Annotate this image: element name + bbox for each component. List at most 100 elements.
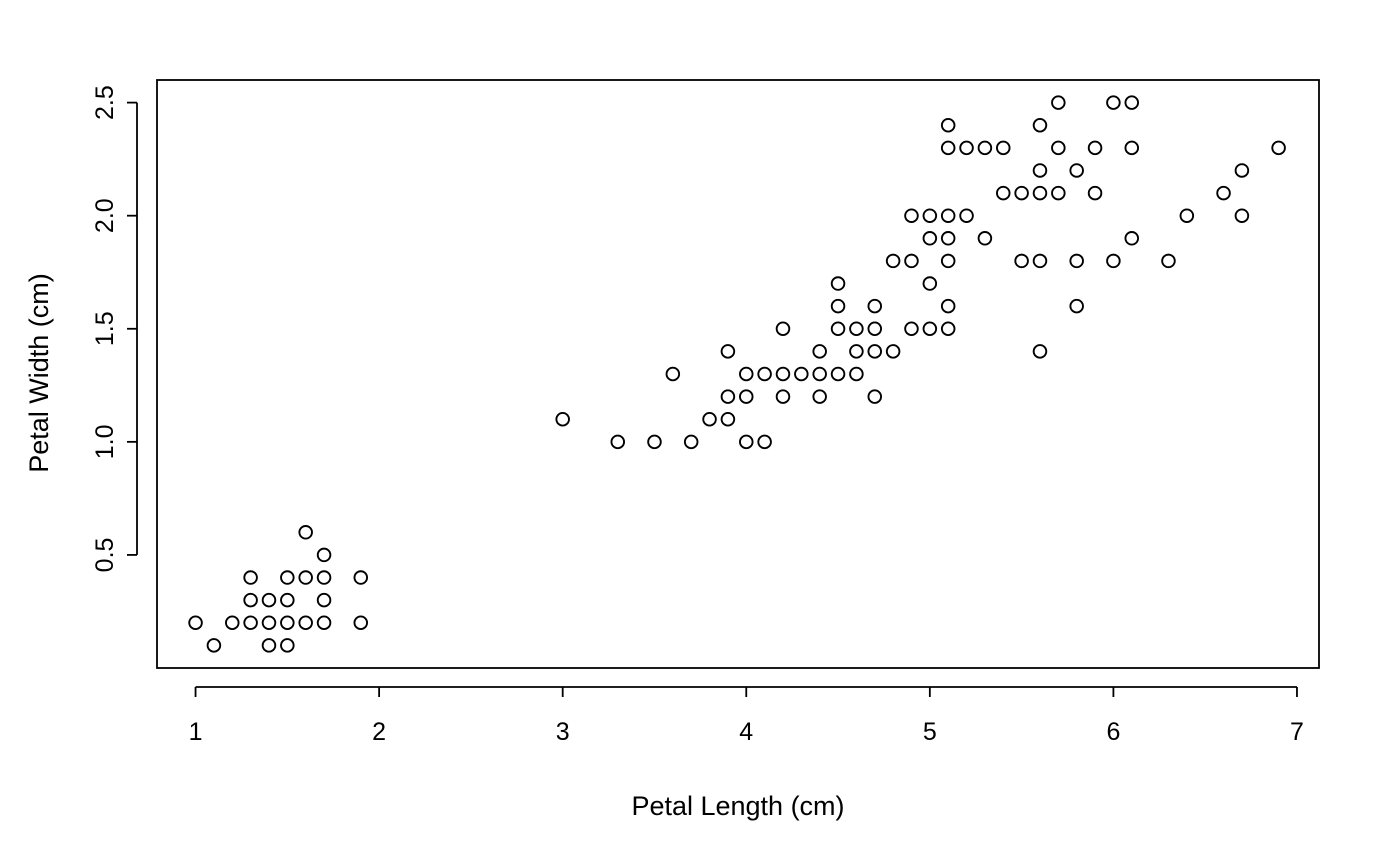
data-point bbox=[261, 638, 277, 653]
data-point bbox=[830, 276, 846, 291]
x-tick-label: 6 bbox=[1106, 718, 1120, 746]
data-points bbox=[188, 95, 1286, 653]
data-point bbox=[206, 638, 222, 653]
data-point bbox=[225, 615, 240, 631]
data-point bbox=[1216, 185, 1231, 201]
data-point bbox=[757, 434, 772, 450]
plot-frame bbox=[156, 79, 1320, 669]
data-point bbox=[316, 547, 332, 563]
x-tick-label: 7 bbox=[1290, 718, 1304, 746]
data-point bbox=[775, 366, 791, 382]
x-tick-label: 2 bbox=[372, 718, 386, 746]
data-point bbox=[996, 185, 1011, 201]
data-point bbox=[1124, 95, 1140, 110]
data-point bbox=[1161, 253, 1176, 269]
data-point bbox=[757, 366, 772, 382]
data-point bbox=[683, 434, 699, 450]
data-point bbox=[1234, 208, 1250, 223]
data-point bbox=[940, 208, 956, 223]
x-tick-label: 4 bbox=[739, 718, 753, 746]
data-point bbox=[1032, 117, 1048, 133]
data-point bbox=[867, 298, 883, 314]
y-tick-label: 0.5 bbox=[91, 538, 119, 573]
data-point bbox=[555, 411, 570, 427]
data-point bbox=[977, 231, 993, 246]
data-point bbox=[298, 615, 313, 631]
data-point bbox=[849, 366, 864, 382]
data-point bbox=[1106, 95, 1121, 110]
data-point bbox=[904, 321, 919, 337]
data-point bbox=[298, 525, 313, 540]
y-axis-title: Petal Width (cm) bbox=[24, 273, 54, 473]
data-point bbox=[1051, 185, 1066, 201]
data-point bbox=[1032, 163, 1048, 178]
data-point bbox=[1014, 185, 1029, 201]
data-point bbox=[316, 615, 332, 631]
data-point bbox=[867, 344, 883, 359]
data-point bbox=[1087, 140, 1103, 156]
data-point bbox=[922, 208, 938, 223]
data-point bbox=[243, 592, 258, 608]
data-point bbox=[922, 321, 938, 337]
data-point bbox=[849, 321, 864, 337]
data-point bbox=[885, 344, 901, 359]
data-point bbox=[922, 231, 938, 246]
data-point bbox=[812, 344, 827, 359]
data-point bbox=[794, 366, 809, 382]
data-point bbox=[1069, 253, 1084, 269]
data-point bbox=[812, 389, 827, 404]
data-point bbox=[720, 344, 736, 359]
data-point bbox=[1051, 140, 1066, 156]
data-point bbox=[353, 615, 369, 631]
data-point bbox=[280, 615, 295, 631]
data-point bbox=[1271, 140, 1286, 156]
data-point bbox=[1106, 253, 1121, 269]
data-point bbox=[1032, 185, 1048, 201]
y-tick-label: 1.5 bbox=[91, 311, 119, 346]
data-point bbox=[720, 389, 736, 404]
data-point bbox=[665, 366, 681, 382]
data-point bbox=[940, 231, 956, 246]
data-point bbox=[298, 570, 313, 585]
data-point bbox=[830, 298, 846, 314]
data-point bbox=[1014, 253, 1029, 269]
data-point bbox=[353, 570, 369, 585]
data-point bbox=[1179, 208, 1195, 223]
data-point bbox=[940, 321, 956, 337]
data-point bbox=[1234, 163, 1250, 178]
data-point bbox=[849, 344, 864, 359]
data-point bbox=[739, 366, 754, 382]
data-point bbox=[280, 592, 295, 608]
y-tick-label: 2.0 bbox=[91, 198, 119, 233]
data-point bbox=[261, 615, 277, 631]
data-point bbox=[940, 140, 956, 156]
data-point bbox=[775, 321, 791, 337]
data-point bbox=[316, 570, 332, 585]
data-point bbox=[830, 366, 846, 382]
data-point bbox=[261, 592, 277, 608]
data-point bbox=[702, 411, 717, 427]
data-point bbox=[1051, 95, 1066, 110]
data-point bbox=[243, 570, 258, 585]
data-point bbox=[885, 253, 901, 269]
x-axis-title: Petal Length (cm) bbox=[631, 791, 844, 821]
data-point bbox=[1069, 298, 1084, 314]
data-point bbox=[647, 434, 662, 450]
x-tick-label: 5 bbox=[923, 718, 937, 746]
data-point bbox=[996, 140, 1011, 156]
x-tick-label: 1 bbox=[189, 718, 203, 746]
data-point bbox=[280, 570, 295, 585]
data-point bbox=[940, 298, 956, 314]
data-point bbox=[720, 411, 736, 427]
x-tick-label: 3 bbox=[556, 718, 570, 746]
data-point bbox=[959, 140, 974, 156]
plot-box bbox=[156, 79, 1320, 669]
data-point bbox=[610, 434, 626, 450]
data-point bbox=[188, 615, 203, 631]
data-point bbox=[940, 253, 956, 269]
data-point bbox=[243, 615, 258, 631]
data-point bbox=[1069, 163, 1084, 178]
data-point bbox=[867, 389, 883, 404]
data-point bbox=[959, 208, 974, 223]
data-point bbox=[280, 638, 295, 653]
